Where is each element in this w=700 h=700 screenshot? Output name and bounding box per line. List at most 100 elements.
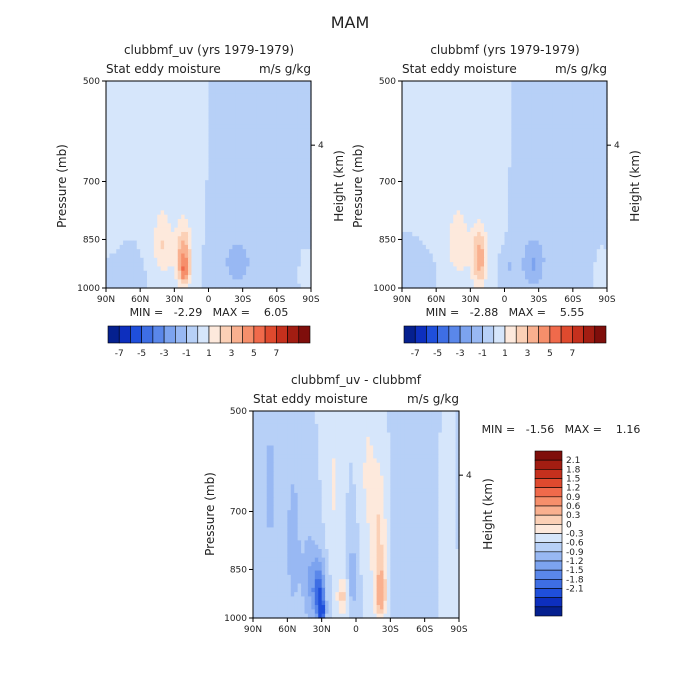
contour-cell — [521, 81, 526, 86]
contour-cell — [136, 132, 141, 138]
contour-cell — [150, 201, 155, 207]
contour-cell — [300, 249, 305, 255]
contour-cell — [147, 270, 152, 276]
contour-cell — [494, 119, 499, 125]
contour-cell — [525, 219, 530, 224]
contour-cell — [133, 257, 138, 263]
contour-cell — [205, 253, 210, 259]
contour-cell — [191, 115, 196, 121]
contour-cell — [415, 193, 420, 199]
contour-cell — [425, 89, 430, 95]
contour-cell — [603, 214, 608, 220]
contour-cell — [579, 162, 584, 168]
contour-cell — [263, 262, 268, 268]
contour-cell — [109, 81, 114, 86]
contour-cell — [167, 227, 172, 233]
contour-cell — [425, 180, 430, 186]
contour-cell — [252, 227, 257, 233]
contour-cell — [579, 115, 584, 121]
contour-cell — [252, 219, 257, 224]
contour-cell — [572, 162, 577, 168]
contour-cell — [466, 145, 471, 151]
contour-cell — [538, 210, 543, 216]
contour-cell — [439, 93, 444, 99]
contour-cell — [280, 162, 285, 168]
contour-cell — [201, 184, 206, 190]
contour-cell — [276, 219, 281, 224]
contour-cell — [266, 231, 271, 237]
contour-cell — [116, 115, 121, 121]
contour-cell — [140, 145, 145, 151]
contour-cell — [297, 137, 302, 142]
contour-cell — [259, 137, 264, 142]
contour-cell — [501, 124, 506, 130]
contour-cell — [126, 162, 131, 168]
contour-cell — [136, 180, 141, 186]
contour-cell — [246, 275, 251, 280]
contour-cell — [109, 283, 114, 289]
contour-cell — [116, 223, 121, 229]
contour-cell — [205, 171, 210, 177]
contour-cell — [188, 145, 193, 151]
contour-cell — [170, 253, 175, 259]
contour-cell — [535, 180, 540, 186]
contour-cell — [415, 171, 420, 177]
contour-cell — [160, 266, 165, 272]
contour-cell — [201, 219, 206, 224]
contour-cell — [470, 167, 475, 173]
contour-cell — [123, 193, 128, 199]
contour-cell — [123, 93, 128, 99]
contour-cell — [432, 81, 437, 86]
contour-cell — [596, 154, 601, 160]
contour-cell — [116, 167, 121, 173]
contour-cell — [232, 201, 237, 207]
contour-cell — [273, 137, 278, 142]
contour-cell — [528, 124, 533, 130]
contour-cell — [157, 150, 162, 155]
contour-cell — [276, 236, 281, 242]
contour-cell — [242, 158, 247, 164]
contour-cell — [422, 188, 427, 194]
contour-cell — [218, 111, 223, 117]
contour-cell — [140, 253, 145, 259]
contour-cell — [222, 206, 227, 211]
contour-cell — [463, 214, 468, 220]
contour-cell — [198, 124, 203, 130]
contour-cell — [484, 106, 489, 112]
contour-cell — [143, 115, 148, 121]
contour-cell — [252, 162, 257, 168]
contour-cell — [583, 219, 588, 224]
contour-cell — [174, 275, 179, 280]
contour-cell — [514, 158, 519, 164]
contour-cell — [480, 119, 485, 125]
contour-cell — [283, 162, 288, 168]
contour-cell — [497, 197, 502, 203]
contour-cell — [566, 223, 571, 229]
contour-cell — [466, 115, 471, 121]
contour-cell — [157, 89, 162, 95]
contour-cell — [555, 180, 560, 186]
contour-cell — [235, 145, 240, 151]
contour-cell — [232, 175, 237, 181]
contour-cell — [106, 227, 111, 233]
contour-cell — [119, 180, 124, 186]
contour-cell — [239, 154, 244, 160]
contour-cell — [576, 141, 581, 147]
contour-cell — [191, 219, 196, 224]
contour-cell — [211, 257, 216, 263]
contour-cell — [463, 85, 468, 91]
contour-cell — [453, 184, 458, 190]
contour-cell — [259, 81, 264, 86]
contour-cell — [246, 145, 251, 151]
contour-cell — [191, 175, 196, 181]
contour-cell — [225, 253, 230, 259]
contour-cell — [174, 98, 179, 104]
contour-cell — [425, 167, 430, 173]
contour-cell — [133, 150, 138, 155]
contour-cell — [273, 253, 278, 259]
contour-cell — [535, 219, 540, 224]
contour-cell — [583, 98, 588, 104]
contour-cell — [470, 184, 475, 190]
contour-cell — [583, 180, 588, 186]
contour-cell — [112, 262, 117, 268]
